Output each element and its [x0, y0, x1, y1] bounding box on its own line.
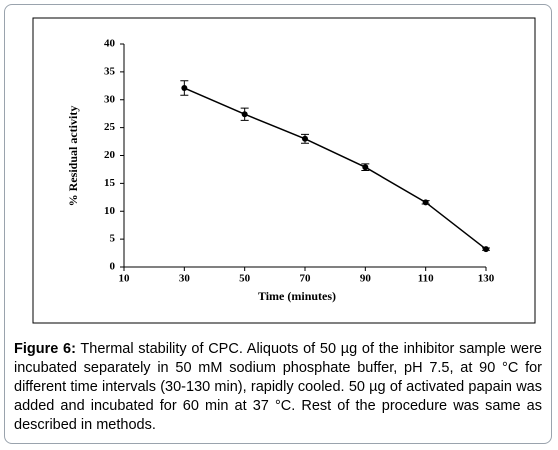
- x-tick-label: 70: [300, 273, 312, 285]
- x-tick-label: 30: [179, 273, 191, 285]
- y-tick-label: 10: [104, 205, 116, 217]
- x-tick-label: 10: [119, 273, 131, 285]
- caption-label: Figure 6:: [14, 341, 76, 357]
- chart: Time (minutes) % Residual activity 0 5 10 1…: [32, 17, 536, 324]
- data-point: [302, 135, 308, 142]
- y-axis-title: % Residual activity: [66, 106, 80, 207]
- y-tick-label: 15: [104, 177, 116, 189]
- data-line: [184, 87, 487, 250]
- caption-text: Thermal stability of CPC. Aliquots of 50…: [14, 341, 542, 433]
- x-tick-label: 50: [239, 273, 251, 285]
- data-point: [422, 199, 429, 206]
- y-tick-label: 25: [104, 121, 116, 133]
- y-tick-label: 20: [104, 149, 116, 161]
- y-tick-label: 40: [104, 38, 116, 50]
- y-tick-label: 5: [110, 233, 116, 245]
- data-point: [362, 164, 369, 171]
- figure-frame: [4, 4, 552, 444]
- data-point: [181, 85, 188, 92]
- caption: Figure 6: Thermal stability of CPC. Aliq…: [14, 340, 542, 435]
- x-tick-label: 90: [360, 273, 372, 285]
- chart-border: [32, 17, 536, 324]
- y-tick-label: 30: [104, 93, 116, 105]
- x-tick-label: 130: [478, 273, 495, 285]
- y-tick-label: 35: [104, 65, 116, 77]
- y-tick-label: 0: [110, 261, 116, 273]
- data-point: [483, 246, 489, 253]
- data-point: [241, 111, 248, 118]
- x-axis-title: Time (minutes): [258, 289, 336, 303]
- x-tick-label: 110: [418, 273, 434, 285]
